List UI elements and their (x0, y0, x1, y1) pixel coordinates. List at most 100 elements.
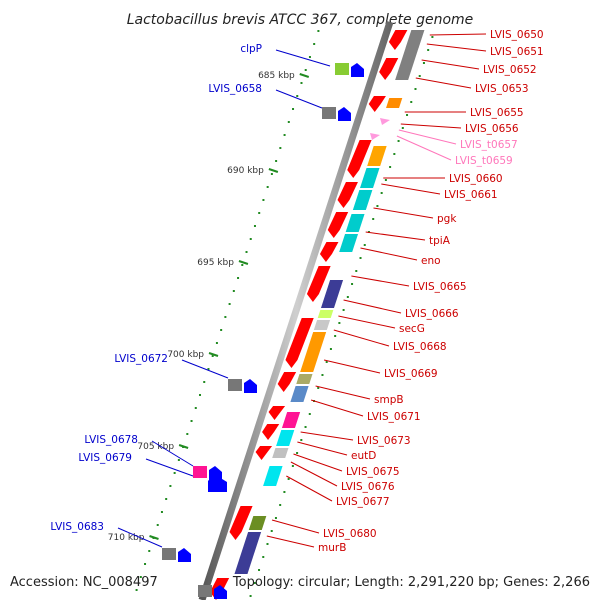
track-dot (135, 589, 138, 591)
track-dot (376, 205, 379, 207)
track-dot (287, 478, 290, 480)
track-dot (258, 212, 261, 214)
track-dot (355, 270, 358, 272)
kbp-tick (208, 352, 219, 357)
reverse-cog-box (193, 466, 207, 478)
label-connector (360, 247, 418, 261)
track-dot (283, 134, 286, 136)
cog-box (352, 190, 373, 210)
kbp-tick (299, 73, 310, 78)
forward-gene-arrow (337, 182, 358, 208)
track-dot (296, 452, 299, 454)
right-gene-label: eutD (351, 450, 376, 462)
track-dot (329, 348, 332, 350)
right-gene-labels: LVIS_0650 LVIS_0651 LVIS_0652 LVIS_0653 LVIS… (318, 29, 544, 554)
left-gene-label: LVIS_0672 (114, 353, 168, 365)
label-connector (333, 329, 390, 347)
label-connector (151, 440, 194, 467)
label-connector (398, 129, 457, 145)
label-connector (117, 527, 163, 548)
track-dot (156, 524, 159, 526)
forward-gene-arrow (229, 506, 253, 540)
kbp-label: 685 kbp (258, 71, 295, 81)
track-dot (186, 433, 189, 435)
track-dot (418, 75, 421, 77)
genome-summary-text: Topology: circular; Length: 2,291,220 bp… (232, 575, 590, 590)
left-gene-labels: clpP LVIS_0658 LVIS_0672 LVIS_0678 LVIS_0679… (50, 43, 262, 533)
left-gene-label: clpP (240, 43, 262, 55)
track-dot (245, 251, 248, 253)
label-connector (290, 461, 338, 487)
reverse-gene-arrow (351, 63, 364, 77)
track-dot (296, 95, 299, 97)
left-gene-label: LVIS_0683 (50, 521, 104, 533)
track-dot (249, 238, 252, 240)
track-dot (325, 361, 328, 363)
track-dot (262, 556, 265, 558)
kbp-scale: 685 kbp 690 kbp 695 kbp 700 kbp 705 kbp 710 k… (108, 71, 310, 543)
label-connector (421, 59, 480, 70)
forward-gene-arrow (347, 140, 372, 178)
track-dot (291, 465, 294, 467)
cog-box (234, 532, 262, 574)
track-dot (431, 36, 434, 38)
label-connector (373, 207, 434, 219)
track-dot (165, 498, 168, 500)
label-connector (271, 519, 320, 534)
cog-box (395, 30, 425, 80)
label-connector (297, 441, 348, 456)
track-dot (346, 296, 349, 298)
right-gene-label: LVIS_t0659 (455, 155, 513, 167)
kbp-label: 700 kbp (167, 350, 204, 360)
label-connector (266, 535, 315, 548)
track-dot (422, 62, 425, 64)
cog-box (272, 448, 289, 458)
track-dot (380, 192, 383, 194)
label-connector (315, 385, 371, 400)
reverse-gene-arrow (214, 585, 227, 599)
kbp-tick (149, 535, 159, 540)
track-dot (304, 69, 307, 71)
track-dot (194, 407, 197, 409)
cog-box (317, 310, 334, 318)
forward-gene-arrow (285, 318, 314, 368)
reverse-cog-box (228, 379, 242, 391)
accession-text: Accession: NC_008497 (10, 575, 158, 590)
reverse-track-dots (135, 30, 320, 591)
label-connector (351, 275, 410, 287)
track-dot (253, 225, 256, 227)
track-dot (372, 218, 375, 220)
track-dot (427, 49, 430, 51)
right-gene-label: LVIS_0653 (475, 83, 529, 95)
right-gene-label: pgk (437, 213, 457, 225)
track-dot (160, 511, 163, 513)
track-dot (359, 257, 362, 259)
label-connector (396, 135, 452, 161)
label-connector (286, 475, 333, 502)
track-dot (279, 504, 282, 506)
label-connector (400, 123, 462, 129)
kbp-label: 695 kbp (197, 258, 234, 268)
reverse-gene-arrow (208, 474, 227, 492)
label-connector (429, 33, 487, 36)
track-dot (228, 303, 231, 305)
forward-gene-arrow (306, 266, 331, 302)
track-dot (393, 153, 396, 155)
cog-box (345, 214, 365, 232)
label-connector (300, 431, 354, 441)
kbp-label: 705 kbp (137, 442, 174, 452)
left-gene-label: LVIS_0679 (78, 452, 132, 464)
right-gene-label: LVIS_0661 (444, 189, 498, 201)
kbp-tick (268, 168, 279, 173)
track-dot (292, 108, 295, 110)
track-dot (410, 101, 413, 103)
track-dot (253, 582, 256, 584)
track-dot (363, 244, 366, 246)
reverse-gene-arrow (244, 379, 257, 393)
track-dot (338, 322, 341, 324)
label-connector (275, 49, 331, 67)
right-gene-label: LVIS_0675 (346, 466, 400, 478)
track-dot (308, 413, 311, 415)
track-dot (384, 179, 387, 181)
